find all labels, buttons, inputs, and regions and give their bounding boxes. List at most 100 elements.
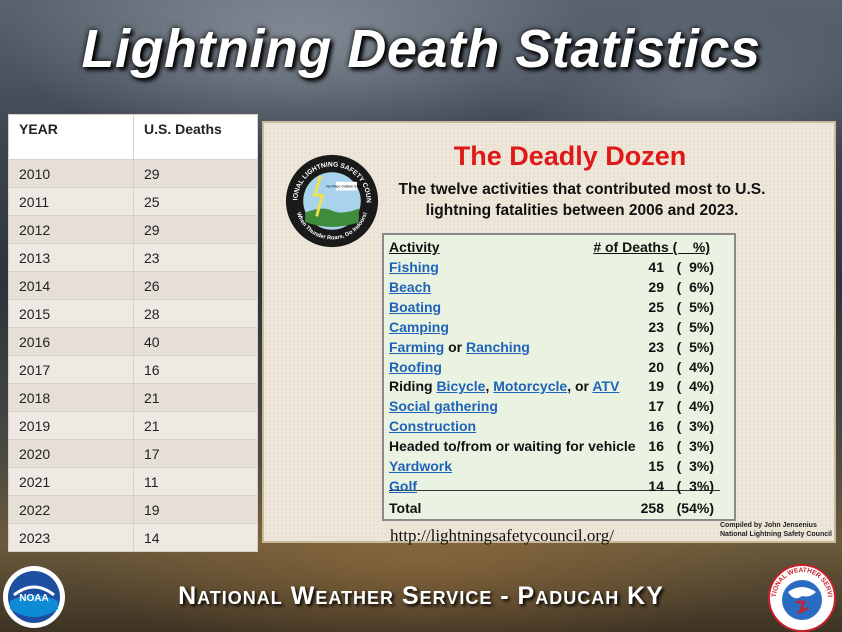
year-cell: 2023 <box>8 523 134 552</box>
activity-deaths: 23 <box>648 318 664 335</box>
activity-name: Golf <box>389 478 417 494</box>
footer-office-name: National Weather Service - Paducah KY <box>178 582 664 610</box>
activity-link[interactable]: Social gathering <box>389 398 498 415</box>
activity-link[interactable]: Yardwork <box>389 458 453 474</box>
table-row: 2019 21 <box>8 411 258 440</box>
activity-row: Fishing 41 ( 9%) <box>389 259 714 277</box>
activity-row: Camping 23 ( 5%) <box>389 319 714 337</box>
total-label: Total <box>389 499 422 516</box>
activity-deaths: 17 <box>648 398 664 415</box>
activity-link[interactable]: Farming <box>389 338 445 355</box>
activity-deaths: 29 <box>648 278 664 295</box>
deaths-cell: 11 <box>133 467 258 496</box>
deadly-dozen-panel: No Place Outside Is Safe ! NATIONAL LIGH… <box>262 121 836 543</box>
activity-link[interactable]: Golf <box>389 477 417 494</box>
deadly-dozen-subtitle: The twelve activities that contributed m… <box>382 179 782 221</box>
subtitle-line-2: lightning fatalities between 2006 and 20… <box>425 202 739 219</box>
activity-name: Construction <box>389 418 476 434</box>
activity-percent: ( 3%) <box>676 458 714 474</box>
activity-name: Fishing <box>389 259 439 275</box>
activity-link[interactable]: Motorcycle <box>493 378 568 395</box>
total-divider <box>389 490 720 491</box>
activity-link[interactable]: Beach <box>389 278 432 295</box>
activity-percent: ( 6%) <box>676 278 714 295</box>
year-cell: 2019 <box>8 411 134 440</box>
year-cell: 2018 <box>8 383 134 412</box>
activity-row: Social gathering 17 ( 4%) <box>389 398 714 416</box>
activity-link[interactable]: Camping <box>389 318 449 335</box>
activity-text: or <box>444 338 467 355</box>
activity-percent: ( 3%) <box>676 418 714 435</box>
activity-deaths: 19 <box>648 378 664 395</box>
deaths-column-header: U.S. Deaths <box>133 114 258 160</box>
activity-percent: ( 5%) <box>676 338 714 355</box>
year-deaths-table: YEAR U.S. Deaths 2010 29 2011 25 2012 29 2013 2… <box>8 114 258 552</box>
activity-row: Boating 25 ( 5%) <box>389 299 714 317</box>
table-row: 2020 17 <box>8 439 258 468</box>
table-row: 2015 28 <box>8 299 258 328</box>
total-row: Total 258 (54%) <box>389 500 714 518</box>
deaths-cell: 29 <box>133 159 258 188</box>
activity-name: Farming or Ranching <box>389 339 530 355</box>
svg-text:NOAA: NOAA <box>19 593 48 604</box>
table-row: 2017 16 <box>8 355 258 384</box>
nlsc-logo: No Place Outside Is Safe ! NATIONAL LIGH… <box>284 153 379 248</box>
year-cell: 2020 <box>8 439 134 468</box>
activity-deaths: 25 <box>648 298 664 315</box>
activity-percent: ( 9%) <box>676 259 714 275</box>
svg-text:No Place Outside Is Safe !: No Place Outside Is Safe ! <box>326 185 366 189</box>
deaths-cell: 21 <box>133 383 258 412</box>
year-table-body: 2010 29 2011 25 2012 29 2013 23 2014 26 2015 28 2016… <box>8 159 258 552</box>
activity-table-header: Activity # of Deaths ( %) <box>389 239 710 257</box>
table-row: 2021 11 <box>8 467 258 496</box>
year-cell: 2016 <box>8 327 134 356</box>
deaths-cell: 14 <box>133 523 258 552</box>
deaths-cell: 17 <box>133 439 258 468</box>
activity-row: Construction 16 ( 3%) <box>389 418 714 436</box>
activity-text: Headed to/from or waiting for vehicle <box>389 438 636 455</box>
activity-link[interactable]: Boating <box>389 298 442 315</box>
activity-link[interactable]: Roofing <box>389 358 442 375</box>
activity-percent: ( 4%) <box>676 398 714 415</box>
table-row: 2023 14 <box>8 523 258 552</box>
table-header-row: YEAR U.S. Deaths <box>8 114 258 160</box>
activity-percent: ( 3%) <box>676 438 714 455</box>
subtitle-line-1: The twelve activities that contributed m… <box>398 181 766 198</box>
activity-text: , <box>485 378 494 395</box>
deaths-cell: 28 <box>133 299 258 328</box>
year-cell: 2022 <box>8 495 134 524</box>
noaa-logo: NOAA <box>3 566 65 628</box>
activity-text: Riding <box>389 378 437 395</box>
activity-row: Riding Bicycle, Motorcycle, or ATV 19 ( 4%… <box>389 378 714 396</box>
activity-link[interactable]: ATV <box>592 378 620 395</box>
nlsc-url-link[interactable]: http://lightningsafetycouncil.org/ <box>390 526 614 545</box>
credit-line-1: Compiled by John Jensenius <box>720 522 817 529</box>
activity-row: Yardwork 15 ( 3%) <box>389 458 714 476</box>
table-row: 2010 29 <box>8 159 258 188</box>
table-row: 2014 26 <box>8 271 258 300</box>
table-row: 2022 19 <box>8 495 258 524</box>
activity-name: Social gathering <box>389 398 498 414</box>
activity-link[interactable]: Ranching <box>466 338 530 355</box>
activity-deaths: 41 <box>648 259 664 275</box>
year-cell: 2013 <box>8 243 134 272</box>
table-row: 2011 25 <box>8 187 258 216</box>
total-percent: (54%) <box>676 499 714 516</box>
activity-row: Beach 29 ( 6%) <box>389 279 714 297</box>
activity-deaths: 16 <box>648 438 664 455</box>
deaths-cell: 21 <box>133 411 258 440</box>
activity-percent: ( 4%) <box>676 358 714 375</box>
total-deaths: 258 <box>640 499 664 516</box>
activity-percent: ( 4%) <box>676 378 714 395</box>
deaths-cell: 16 <box>133 355 258 384</box>
activity-table: Activity # of Deaths ( %) Fishing 41 ( 9%)… <box>382 233 736 521</box>
activity-link[interactable]: Construction <box>389 418 477 435</box>
activity-name: Yardwork <box>389 458 452 474</box>
year-cell: 2014 <box>8 271 134 300</box>
activity-header: Activity <box>389 239 440 255</box>
deaths-cell: 40 <box>133 327 258 356</box>
activity-link[interactable]: Fishing <box>389 259 439 275</box>
activity-link[interactable]: Bicycle <box>436 378 486 395</box>
deaths-cell: 26 <box>133 271 258 300</box>
nws-logo: NATIONAL WEATHER SERVICE <box>766 562 836 632</box>
